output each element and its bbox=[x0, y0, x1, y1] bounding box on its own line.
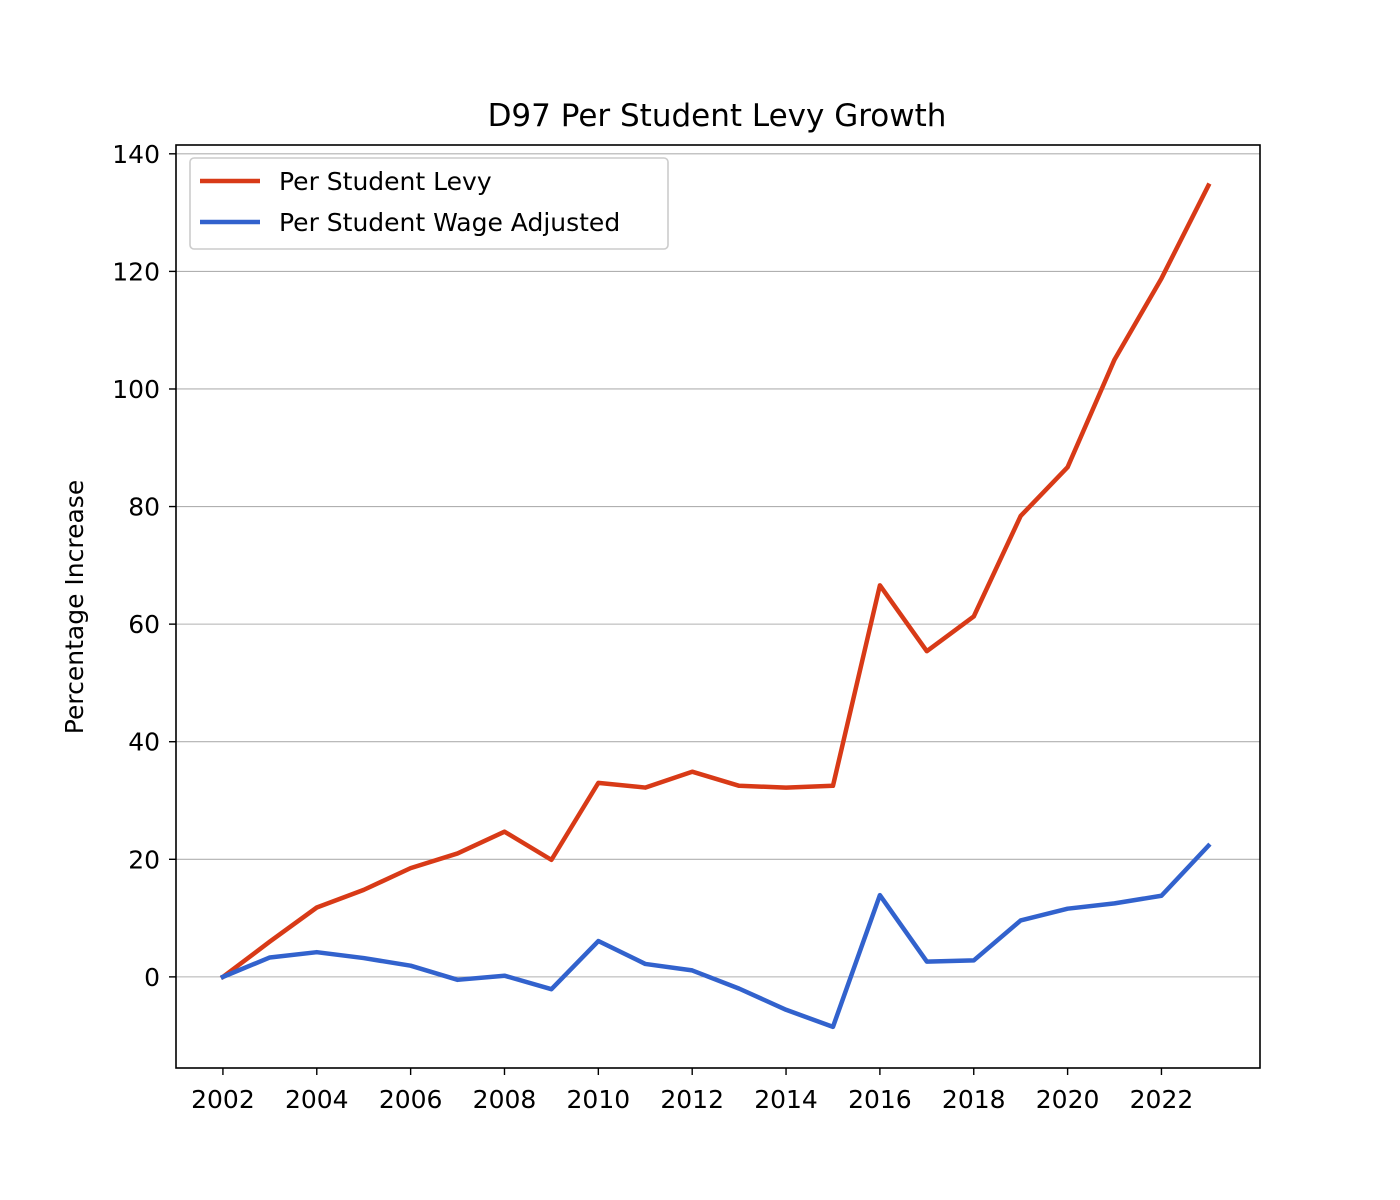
x-tick-label-2014: 2014 bbox=[754, 1085, 818, 1114]
x-tick-label-2010: 2010 bbox=[567, 1085, 631, 1114]
x-tick-label-2022: 2022 bbox=[1130, 1085, 1194, 1114]
y-tick-label-0: 0 bbox=[144, 963, 160, 992]
y-axis-label: Percentage Increase bbox=[60, 480, 89, 734]
legend-box bbox=[189, 157, 669, 250]
y-tick-label-80: 80 bbox=[128, 493, 160, 522]
series-line-per-student-wage-adjusted bbox=[219, 842, 1212, 1030]
y-tick-label-40: 40 bbox=[128, 728, 160, 757]
gridlines bbox=[176, 153, 1260, 978]
x-axis: 2002 2004 2006 2008 2010 2012 2014 2016 2018 2020… bbox=[191, 1068, 1193, 1114]
x-tick-label-2012: 2012 bbox=[660, 1085, 724, 1114]
x-tick-label-2020: 2020 bbox=[1036, 1085, 1100, 1114]
y-axis: 0 20 40 60 80 100 120 140 bbox=[112, 140, 176, 992]
y-tick-label-140: 140 bbox=[112, 140, 160, 169]
x-tick-label-2006: 2006 bbox=[379, 1085, 443, 1114]
legend-label-levy: Per Student Levy bbox=[279, 167, 492, 196]
legend-label-wage-adjusted: Per Student Wage Adjusted bbox=[279, 208, 620, 237]
x-tick-label-2016: 2016 bbox=[848, 1085, 912, 1114]
legend: Per Student Levy Per Student Wage Adjust… bbox=[189, 157, 669, 250]
y-tick-label-60: 60 bbox=[128, 610, 160, 639]
series-line-per-student-levy bbox=[219, 182, 1212, 981]
y-tick-label-20: 20 bbox=[128, 845, 160, 874]
y-tick-label-120: 120 bbox=[112, 257, 160, 286]
y-tick-label-100: 100 bbox=[112, 375, 160, 404]
x-tick-label-2004: 2004 bbox=[285, 1085, 349, 1114]
plot-frame bbox=[175, 144, 1261, 1069]
x-tick-label-2018: 2018 bbox=[942, 1085, 1006, 1114]
chart-title: D97 Per Student Levy Growth bbox=[488, 98, 947, 134]
x-tick-label-2008: 2008 bbox=[473, 1085, 537, 1114]
series-lines bbox=[219, 182, 1212, 1030]
x-tick-label-2002: 2002 bbox=[191, 1085, 255, 1114]
